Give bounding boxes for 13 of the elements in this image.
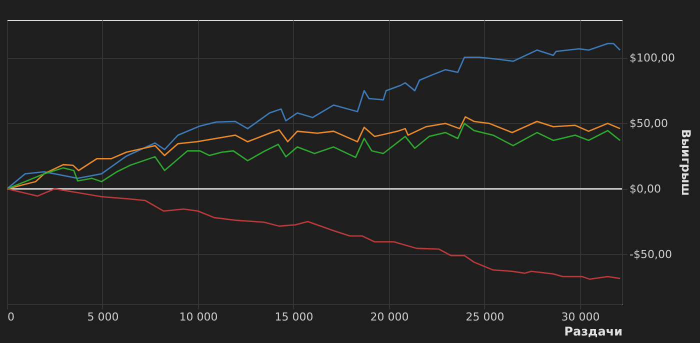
x-tick-label: 25 000 bbox=[466, 310, 504, 324]
y-tick-label: -$50,00 bbox=[630, 248, 672, 261]
x-tick-label: 10 000 bbox=[179, 310, 218, 324]
y-axis-title: Выигрыш bbox=[678, 129, 693, 196]
x-tick-label: 30 000 bbox=[561, 310, 600, 324]
x-tick-label: 0 bbox=[8, 310, 14, 324]
y-tick-label: $100,00 bbox=[630, 51, 675, 64]
x-tick-label: 15 000 bbox=[274, 310, 314, 324]
y-tick-label: $0,00 bbox=[630, 182, 661, 196]
x-axis-title: Раздачи bbox=[564, 324, 622, 338]
x-tick-label: 20 000 bbox=[370, 310, 409, 324]
y-tick-label: $50,00 bbox=[630, 116, 668, 130]
x-tick-label: 5 000 bbox=[87, 310, 119, 324]
